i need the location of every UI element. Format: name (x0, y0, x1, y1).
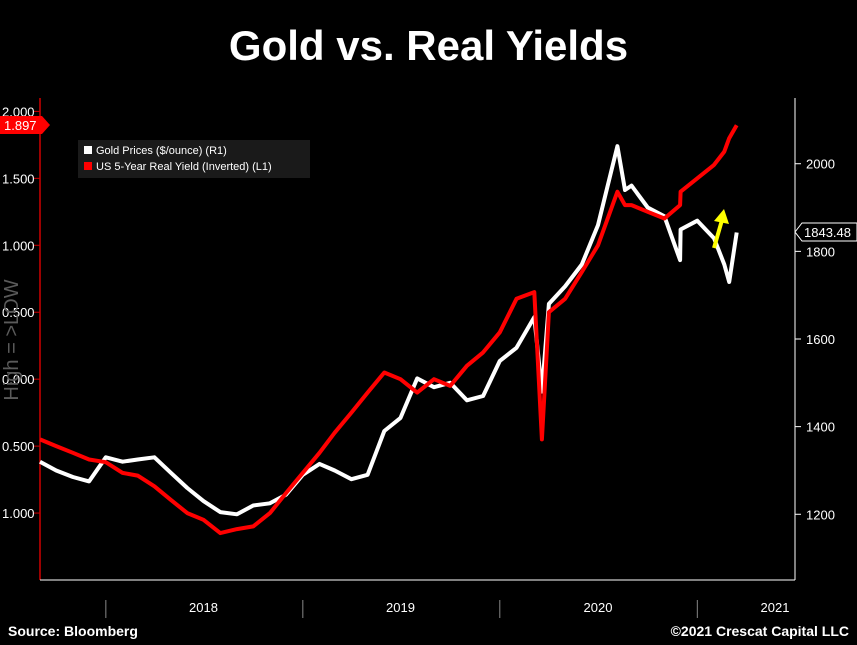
left-tick-label: 2.000 (2, 104, 35, 119)
legend-label-gold: Gold Prices ($/ounce) (R1) (96, 145, 227, 157)
left-tick-label: 1.000 (2, 238, 35, 253)
x-tick-label: 2021 (761, 600, 790, 615)
legend-box (78, 140, 310, 178)
right-tick-label: 1400 (806, 420, 835, 435)
legend-swatch-gold (84, 146, 92, 154)
left-tick-label: 0.000 (2, 372, 35, 387)
left-current-badge (0, 116, 50, 134)
x-tick-label: 2018 (189, 600, 218, 615)
right-current-label: 1843.48 (804, 225, 851, 240)
arrow-shaft (712, 219, 724, 249)
left-current-label: 1.897 (4, 118, 37, 133)
left-axis-ticks: 2.000 1.500 1.000 0.500 0.000 0.500 1.000 (2, 104, 40, 521)
x-axis: 2018 2019 2020 2021 (105, 600, 790, 618)
series-layer (39, 124, 739, 536)
legend-swatch-yield (84, 162, 92, 170)
left-tick-label: 0.500 (2, 305, 35, 320)
left-tick-label: 1.500 (2, 171, 35, 186)
left-axis-title: High = >LOW (1, 279, 23, 400)
right-axis-ticks: 2000 1800 1600 1400 1200 (795, 157, 835, 522)
gold-price-line (39, 144, 739, 517)
x-tick-label: 2020 (584, 600, 613, 615)
right-tick-label: 1200 (806, 507, 835, 522)
yellow-arrow-annotation (712, 209, 729, 249)
real-yield-line (39, 124, 739, 536)
right-current-marker: 1843.48 (794, 222, 857, 242)
right-tick-label: 2000 (806, 157, 835, 172)
right-current-badge (794, 222, 857, 242)
left-tick-label: 0.500 (2, 439, 35, 454)
left-current-marker: 1.897 (0, 116, 50, 134)
legend: Gold Prices ($/ounce) (R1) US 5-Year Rea… (78, 140, 310, 178)
source-note: Source: Bloomberg (8, 623, 138, 639)
right-tick-label: 1600 (806, 332, 835, 347)
legend-label-yield: US 5-Year Real Yield (Inverted) (L1) (96, 161, 272, 173)
right-tick-label: 1800 (806, 244, 835, 259)
chart-title: Gold vs. Real Yields (228, 22, 629, 69)
left-tick-label: 1.000 (2, 506, 35, 521)
copyright-note: ©2021 Crescat Capital LLC (670, 623, 849, 639)
x-tick-label: 2019 (386, 600, 415, 615)
arrow-head (714, 209, 729, 224)
